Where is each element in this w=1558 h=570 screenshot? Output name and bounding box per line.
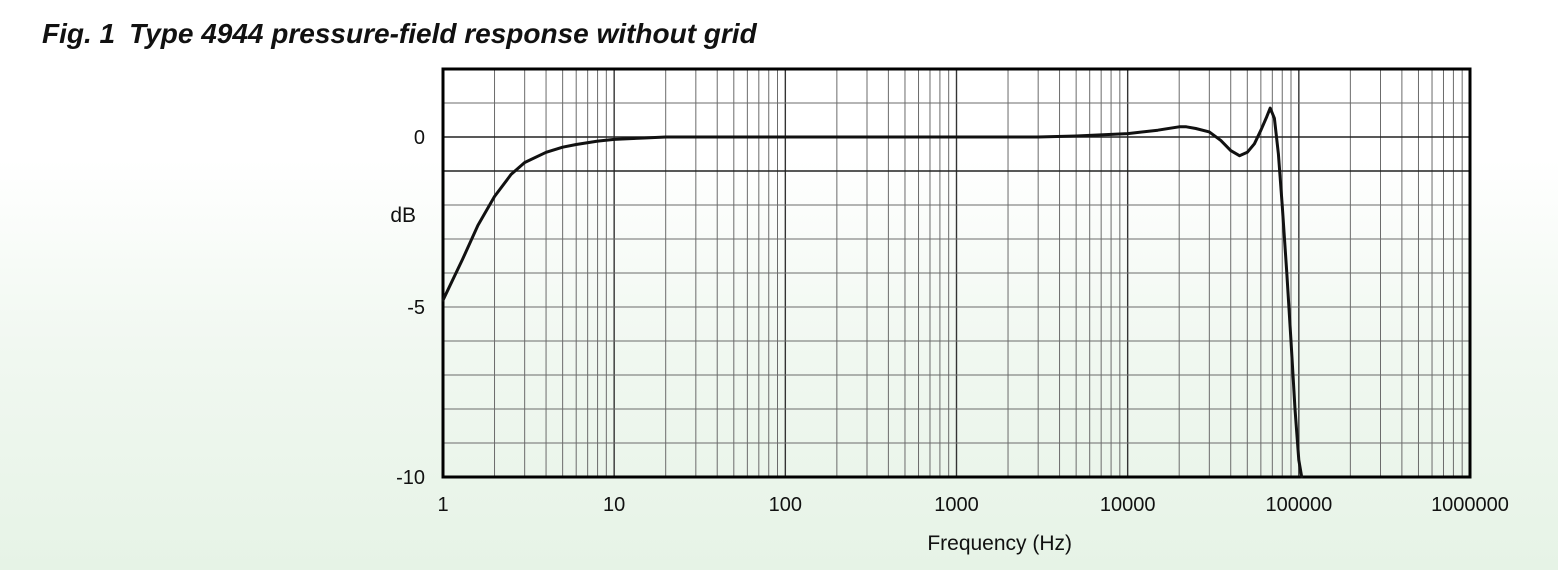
x-tick-label: 100000 — [1265, 494, 1332, 516]
figure-title: Type 4944 pressure-field response withou… — [129, 18, 757, 49]
y-tick-label: 0 — [414, 127, 425, 149]
series-layer — [441, 106, 1304, 479]
y-tick-label: -10 — [396, 467, 425, 489]
x-axis-title: Frequency (Hz) — [927, 532, 1072, 555]
x-tick-label: 10000 — [1100, 494, 1156, 516]
x-tick-label: 1000000 — [1431, 494, 1509, 516]
figure-label: Fig. 1 — [42, 18, 116, 49]
x-tick-label: 100 — [769, 494, 802, 516]
x-tick-label: 1000 — [934, 494, 979, 516]
x-tick-label: 10 — [603, 494, 625, 516]
tick-labels: 1 10 100 1000 10000 100000 1000000 0 -5 -10 — [396, 127, 1509, 516]
y-axis-title: dB — [390, 204, 416, 227]
plot-frame — [441, 67, 1472, 479]
x-tick-label: 1 — [437, 494, 448, 516]
figure-caption: Fig. 1 Type 4944 pressure-field response … — [42, 18, 757, 50]
response-curve-0 — [441, 106, 1304, 479]
grid-lines — [443, 69, 1470, 477]
y-tick-label: -5 — [407, 297, 425, 319]
